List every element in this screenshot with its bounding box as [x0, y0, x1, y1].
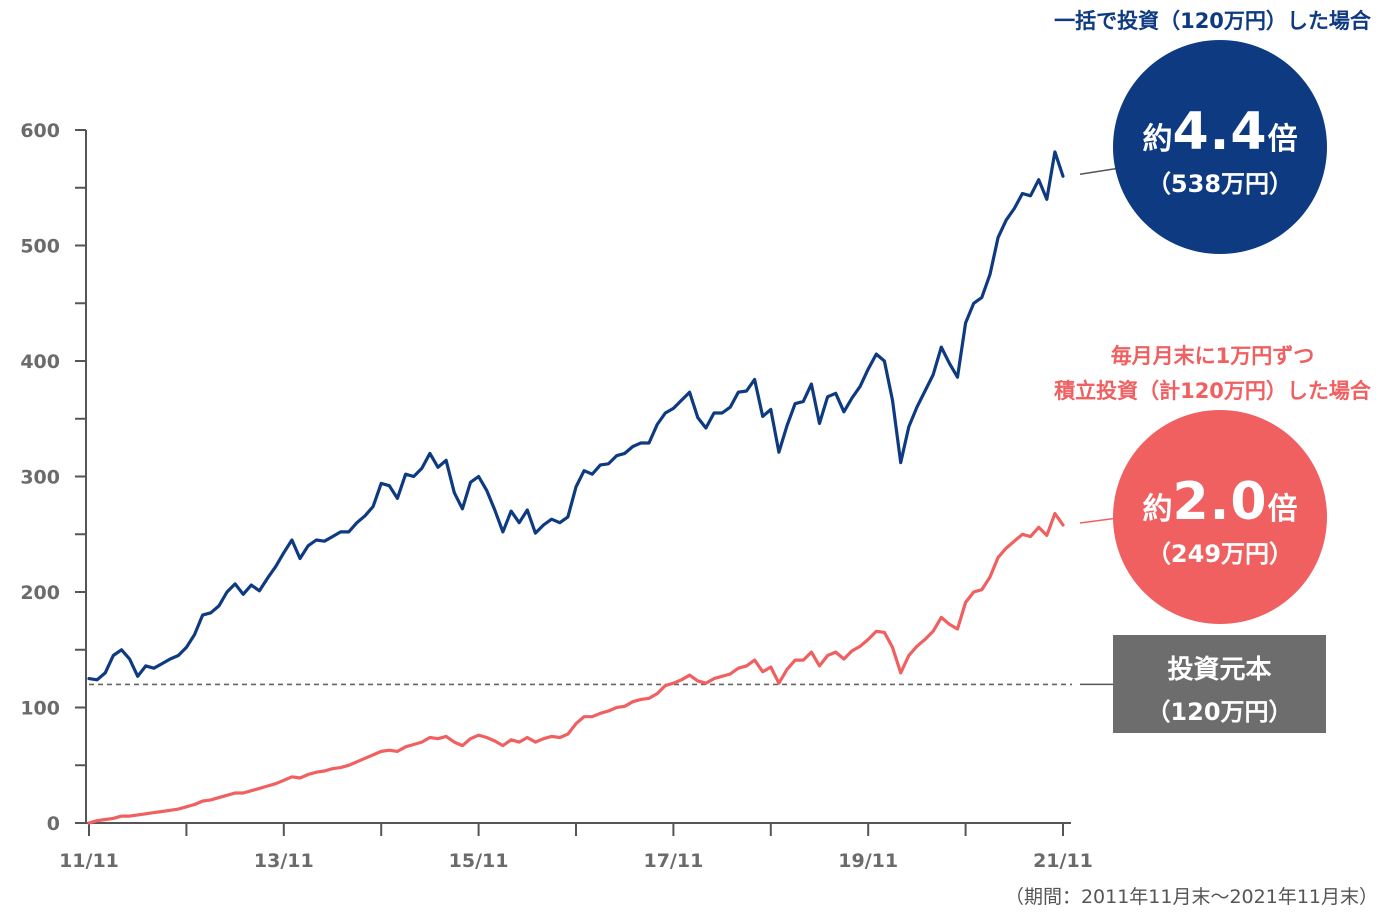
x-tick-label: 21/11 [1033, 850, 1093, 872]
lump-sum-leader-line [1079, 167, 1121, 175]
x-tick-label: 11/11 [59, 850, 119, 872]
y-tick-label: 400 [20, 351, 60, 373]
principal-amount: （120万円） [1146, 698, 1293, 726]
x-tick-label: 19/11 [838, 850, 898, 872]
chart-axes [85, 130, 1071, 824]
lump-sum-amount: （538万円） [1146, 170, 1294, 198]
lump-sum-prefix: 約 [1142, 122, 1173, 157]
monthly-prefix: 約 [1142, 492, 1173, 527]
x-tick-label: 13/11 [254, 850, 314, 872]
lump-sum-title: 一括で投資（120万円）した場合 [1054, 9, 1371, 33]
monthly-suffix: 倍 [1267, 492, 1298, 527]
y-tick-label: 500 [20, 236, 60, 258]
lump-sum-suffix: 倍 [1267, 122, 1298, 157]
monthly-circle: 約2.0倍 （249万円） [1113, 410, 1327, 624]
monthly-amount: （249万円） [1146, 540, 1294, 568]
period-footnote: （期間：2011年11月末〜2021年11月末） [1004, 886, 1378, 908]
x-tick-label: 15/11 [449, 850, 509, 872]
chart-ticks: 0 100 200 300 400 500 600 11/11 13/11 15/11 17/11 1… [20, 120, 1093, 872]
principal-box: 投資元本 （120万円） [1113, 635, 1326, 733]
y-tick-label: 300 [20, 467, 60, 489]
leader-lines [1079, 167, 1121, 686]
chart-lines [87, 150, 1072, 825]
lump-sum-multiple: 4.4 [1172, 102, 1268, 162]
monthly-title-line1: 毎月月末に1万円ずつ [1110, 344, 1315, 368]
lump-series-line [87, 150, 1065, 682]
y-tick-label: 0 [47, 813, 60, 835]
monthly-leader-line [1079, 517, 1119, 524]
principal-label: 投資元本 [1167, 655, 1272, 685]
y-tick-label: 100 [20, 698, 60, 720]
monthly-series-line [87, 511, 1065, 825]
monthly-title-line2: 積立投資（計120万円）した場合 [1054, 379, 1371, 403]
y-tick-label: 200 [20, 582, 60, 604]
lump-sum-circle: 約4.4倍 （538万円） [1113, 40, 1327, 254]
y-tick-label: 600 [20, 120, 60, 142]
monthly-multiple: 2.0 [1172, 472, 1268, 532]
x-tick-label: 17/11 [643, 850, 703, 872]
